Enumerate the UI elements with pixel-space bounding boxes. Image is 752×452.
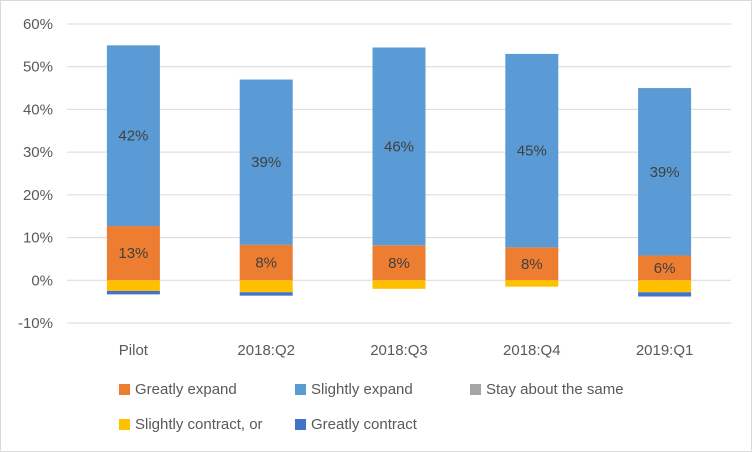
y-tick-label: 40% <box>23 101 53 118</box>
y-tick-label: 10% <box>23 230 53 247</box>
y-tick-label: 50% <box>23 59 53 76</box>
legend-label: Stay about the same <box>486 381 624 398</box>
legend-label: Slightly contract, or <box>135 416 263 433</box>
bar-segment <box>505 247 559 281</box>
bar-segment <box>505 53 559 248</box>
bar-segment <box>372 47 426 246</box>
data-label: 39% <box>251 154 281 171</box>
bar-segment <box>638 255 692 281</box>
bar-segment <box>106 280 160 291</box>
data-label: 39% <box>650 164 680 181</box>
y-tick-label: -10% <box>18 315 53 332</box>
legend-swatch <box>295 419 306 430</box>
y-tick-label: 60% <box>23 16 53 33</box>
legend-swatch <box>470 384 481 395</box>
data-label: 42% <box>118 128 148 145</box>
x-category-label: 2018:Q2 <box>237 342 295 359</box>
data-label: 8% <box>521 256 543 273</box>
bars <box>106 45 692 297</box>
bar-segment <box>372 280 426 289</box>
data-label: 8% <box>255 255 277 272</box>
legend-swatch <box>119 419 130 430</box>
bar-segment <box>638 88 692 256</box>
data-label: 46% <box>384 138 414 155</box>
legend-label: Greatly expand <box>135 381 237 398</box>
bar-segment <box>239 292 293 296</box>
data-label: 13% <box>118 245 148 262</box>
data-labels: 13% 42% 8% 39% 8% 46% 8% 45% 6% 39% <box>118 128 679 277</box>
x-category-label: 2018:Q3 <box>370 342 428 359</box>
bar-segment <box>106 226 160 281</box>
data-label: 45% <box>517 143 547 160</box>
bar-segment <box>505 280 559 287</box>
bar-segment <box>638 280 692 293</box>
x-axis-category-labels: Pilot 2018:Q2 2018:Q3 2018:Q4 2019:Q1 <box>119 342 694 359</box>
y-axis-tick-labels: -10% 0% 10% 20% 30% 40% 50% 60% <box>18 16 53 332</box>
bar-segment <box>106 45 160 227</box>
data-label: 8% <box>388 255 410 272</box>
y-tick-label: 20% <box>23 187 53 204</box>
data-label: 6% <box>654 260 676 277</box>
bar-segment <box>239 244 293 281</box>
bar-segment <box>239 280 293 293</box>
x-category-label: 2018:Q4 <box>503 342 561 359</box>
bar-segment <box>638 292 692 297</box>
legend-label: Greatly contract <box>311 416 418 433</box>
x-category-label: 2019:Q1 <box>636 342 694 359</box>
legend: Greatly expand Slightly expand Stay about … <box>119 381 624 433</box>
bar-segment <box>372 245 426 281</box>
x-category-label: Pilot <box>119 342 149 359</box>
y-tick-label: 0% <box>31 272 53 289</box>
y-tick-label: 30% <box>23 144 53 161</box>
bar-segment <box>239 79 293 245</box>
legend-swatch <box>119 384 130 395</box>
legend-label: Slightly expand <box>311 381 413 398</box>
bar-segment <box>106 290 160 295</box>
legend-swatch <box>295 384 306 395</box>
